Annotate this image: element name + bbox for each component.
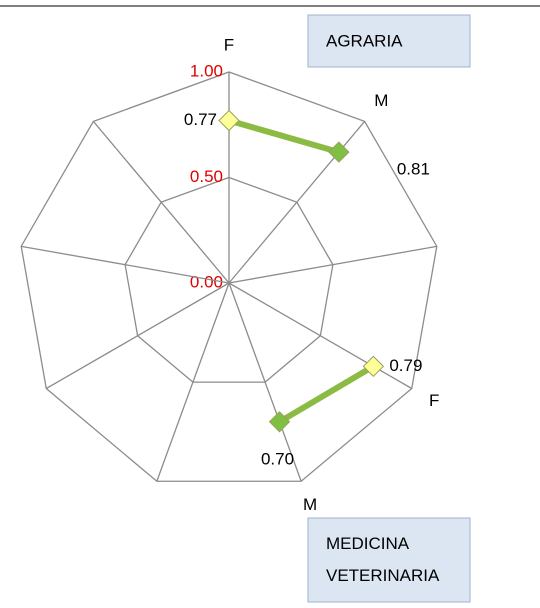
annotation-wrap: MEDICINA VETERINARIA bbox=[326, 534, 440, 585]
series-line bbox=[228, 117, 340, 155]
tick-label: 0.50 bbox=[190, 167, 223, 186]
spoke bbox=[92, 120, 230, 284]
category-label: F bbox=[429, 391, 439, 410]
marker bbox=[362, 355, 385, 378]
spoke bbox=[228, 245, 437, 284]
spoke bbox=[228, 282, 302, 482]
marker bbox=[328, 141, 350, 163]
spoke bbox=[45, 282, 230, 390]
grid-ring bbox=[124, 176, 334, 383]
spoke bbox=[156, 282, 230, 482]
marker bbox=[268, 411, 291, 433]
grid-ring bbox=[20, 71, 438, 482]
value-label: 0.77 bbox=[184, 110, 217, 129]
value-label: 0.81 bbox=[397, 160, 430, 179]
category-label: M bbox=[374, 91, 388, 110]
series-line bbox=[277, 363, 375, 425]
spoke bbox=[228, 282, 413, 390]
spoke bbox=[21, 245, 230, 284]
value-label: 0.70 bbox=[261, 449, 294, 468]
value-label: 0.79 bbox=[389, 356, 422, 375]
spoke bbox=[228, 120, 366, 284]
category-label: F bbox=[224, 35, 234, 54]
category-label: M bbox=[303, 495, 317, 514]
annotation: AGRARIA bbox=[326, 31, 403, 50]
annotation-box bbox=[307, 14, 471, 68]
marker bbox=[218, 109, 240, 132]
tick-label: 1.00 bbox=[190, 61, 223, 80]
annotation: MEDICINA VETERINARIA bbox=[326, 534, 440, 585]
annotation-box bbox=[307, 517, 471, 603]
